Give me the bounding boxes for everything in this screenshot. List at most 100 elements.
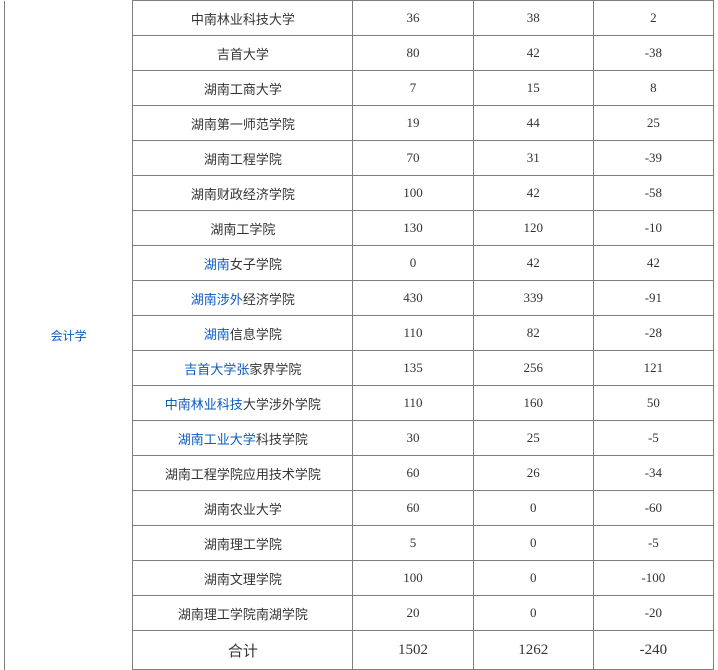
- value-cell-v1: 30: [353, 421, 473, 456]
- school-name-cell: 中南林业科技大学涉外学院: [133, 386, 353, 421]
- school-text-fragment: 中南林业科技大学: [191, 12, 295, 27]
- value-cell-v3: -100: [593, 561, 713, 596]
- table-row: 会计学中南林业科技大学36382: [5, 1, 714, 36]
- value-cell-v2: 38: [473, 1, 593, 36]
- total-value-v1: 1502: [353, 631, 473, 670]
- page-root: 会计学中南林业科技大学36382吉首大学8042-38湖南工商大学7158湖南第…: [0, 0, 718, 670]
- value-cell-v3: 121: [593, 351, 713, 386]
- value-cell-v1: 100: [353, 176, 473, 211]
- school-link-fragment[interactable]: 湖南: [204, 257, 230, 272]
- value-cell-v2: 26: [473, 456, 593, 491]
- school-name-cell: 湖南理工学院南湖学院: [133, 596, 353, 631]
- value-cell-v2: 25: [473, 421, 593, 456]
- school-link-fragment[interactable]: 大学张: [210, 362, 249, 377]
- value-cell-v3: -60: [593, 491, 713, 526]
- school-text-fragment: 科技学院: [256, 432, 308, 447]
- school-text-fragment: 大学涉外学院: [243, 397, 321, 412]
- school-text-fragment: 女子学院: [230, 257, 282, 272]
- school-text-fragment: 吉首大学: [217, 47, 269, 62]
- value-cell-v2: 0: [473, 526, 593, 561]
- value-cell-v1: 100: [353, 561, 473, 596]
- value-cell-v3: -20: [593, 596, 713, 631]
- value-cell-v3: 25: [593, 106, 713, 141]
- value-cell-v1: 430: [353, 281, 473, 316]
- school-text-fragment: 湖南工程学院: [204, 152, 282, 167]
- value-cell-v3: 8: [593, 71, 713, 106]
- school-text-fragment: 家界学院: [249, 362, 301, 377]
- school-text-fragment: 湖南工学院: [210, 222, 275, 237]
- school-name-cell: 湖南文理学院: [133, 561, 353, 596]
- total-value-v3: -240: [593, 631, 713, 670]
- value-cell-v2: 0: [473, 491, 593, 526]
- value-cell-v1: 70: [353, 141, 473, 176]
- value-cell-v2: 42: [473, 36, 593, 71]
- value-cell-v3: -5: [593, 526, 713, 561]
- school-name-cell: 吉首大学: [133, 36, 353, 71]
- value-cell-v3: -91: [593, 281, 713, 316]
- value-cell-v2: 44: [473, 106, 593, 141]
- school-text-fragment: 湖南工程学院应用技术学院: [165, 467, 321, 482]
- value-cell-v1: 20: [353, 596, 473, 631]
- value-cell-v3: -34: [593, 456, 713, 491]
- school-name-cell: 湖南涉外经济学院: [133, 281, 353, 316]
- school-name-cell: 湖南工业大学科技学院: [133, 421, 353, 456]
- value-cell-v2: 42: [473, 176, 593, 211]
- value-cell-v1: 135: [353, 351, 473, 386]
- school-name-cell: 吉首大学张家界学院: [133, 351, 353, 386]
- school-link-fragment[interactable]: 湖南工业大学: [178, 432, 256, 447]
- value-cell-v1: 19: [353, 106, 473, 141]
- school-text-fragment: 经济学院: [243, 292, 295, 307]
- school-name-cell: 湖南工商大学: [133, 71, 353, 106]
- value-cell-v3: 42: [593, 246, 713, 281]
- value-cell-v2: 0: [473, 596, 593, 631]
- school-link-fragment[interactable]: 湖南: [204, 327, 230, 342]
- total-value-v2: 1262: [473, 631, 593, 670]
- school-text-fragment: 湖南文理学院: [204, 572, 282, 587]
- school-name-cell: 湖南农业大学: [133, 491, 353, 526]
- category-cell: 会计学: [5, 1, 133, 670]
- school-name-cell: 湖南工学院: [133, 211, 353, 246]
- value-cell-v2: 160: [473, 386, 593, 421]
- value-cell-v1: 7: [353, 71, 473, 106]
- value-cell-v1: 60: [353, 491, 473, 526]
- school-link-fragment[interactable]: 湖南涉外: [191, 292, 243, 307]
- school-link-fragment[interactable]: 中南林业科技: [165, 397, 243, 412]
- value-cell-v1: 5: [353, 526, 473, 561]
- school-name-cell: 湖南财政经济学院: [133, 176, 353, 211]
- value-cell-v1: 60: [353, 456, 473, 491]
- school-link-fragment[interactable]: 吉首: [184, 362, 210, 377]
- value-cell-v2: 120: [473, 211, 593, 246]
- value-cell-v1: 0: [353, 246, 473, 281]
- value-cell-v3: 50: [593, 386, 713, 421]
- school-name-cell: 湖南信息学院: [133, 316, 353, 351]
- value-cell-v2: 0: [473, 561, 593, 596]
- school-name-cell: 湖南工程学院: [133, 141, 353, 176]
- value-cell-v2: 42: [473, 246, 593, 281]
- value-cell-v3: -39: [593, 141, 713, 176]
- value-cell-v3: -38: [593, 36, 713, 71]
- value-cell-v2: 256: [473, 351, 593, 386]
- value-cell-v3: -28: [593, 316, 713, 351]
- value-cell-v1: 110: [353, 386, 473, 421]
- value-cell-v2: 15: [473, 71, 593, 106]
- value-cell-v3: -10: [593, 211, 713, 246]
- value-cell-v1: 110: [353, 316, 473, 351]
- school-text-fragment: 湖南理工学院: [204, 537, 282, 552]
- school-text-fragment: 信息学院: [230, 327, 282, 342]
- total-label-cell: 合计: [133, 631, 353, 670]
- table-body: 会计学中南林业科技大学36382吉首大学8042-38湖南工商大学7158湖南第…: [5, 1, 714, 670]
- value-cell-v3: -5: [593, 421, 713, 456]
- school-name-cell: 湖南工程学院应用技术学院: [133, 456, 353, 491]
- data-table: 会计学中南林业科技大学36382吉首大学8042-38湖南工商大学7158湖南第…: [4, 0, 714, 670]
- school-name-cell: 湖南第一师范学院: [133, 106, 353, 141]
- value-cell-v1: 130: [353, 211, 473, 246]
- school-text-fragment: 湖南农业大学: [204, 502, 282, 517]
- school-text-fragment: 湖南工商大学: [204, 82, 282, 97]
- value-cell-v3: 2: [593, 1, 713, 36]
- value-cell-v1: 80: [353, 36, 473, 71]
- school-name-cell: 中南林业科技大学: [133, 1, 353, 36]
- school-text-fragment: 湖南理工学院南湖学院: [178, 607, 308, 622]
- value-cell-v2: 339: [473, 281, 593, 316]
- value-cell-v3: -58: [593, 176, 713, 211]
- school-name-cell: 湖南理工学院: [133, 526, 353, 561]
